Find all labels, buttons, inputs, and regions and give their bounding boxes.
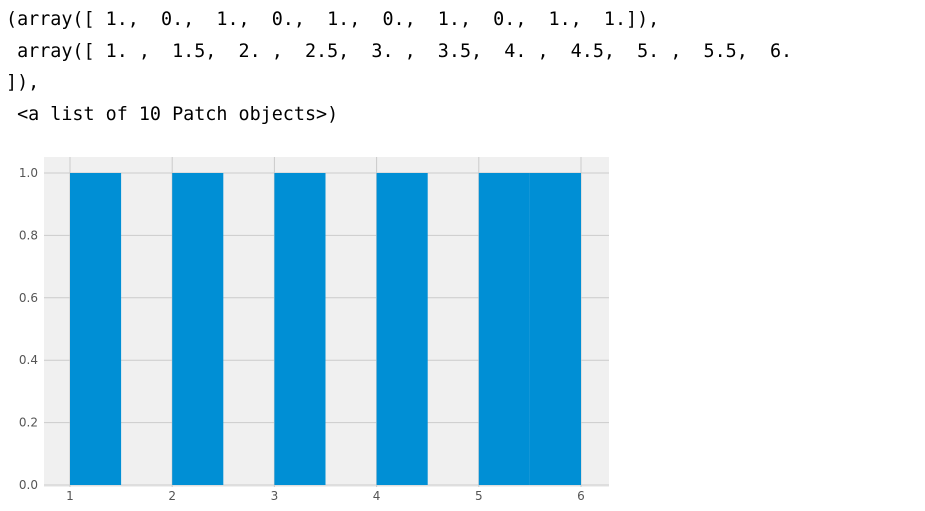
- cell-output: (array([ 1., 0., 1., 0., 1., 0., 1., 0.,…: [6, 4, 792, 130]
- output-line: (array([ 1., 0., 1., 0., 1., 0., 1., 0.,…: [6, 9, 660, 30]
- histogram-bar: [70, 173, 122, 485]
- x-tick-label: 5: [475, 489, 483, 503]
- y-tick-label: 0.0: [19, 478, 38, 492]
- x-tick-label: 4: [373, 489, 381, 503]
- x-axis-ticks: 1 2 3 4 5 6: [66, 489, 585, 503]
- y-tick-label: 0.8: [19, 228, 38, 242]
- y-tick-label: 1.0: [19, 166, 38, 180]
- histogram-bar: [172, 173, 224, 485]
- bars: [70, 173, 581, 485]
- x-tick-label: 2: [168, 489, 176, 503]
- y-tick-label: 0.2: [19, 416, 38, 430]
- histogram-chart: 0.0 0.2 0.4 0.6 0.8 1.0 1 2 3 4 5 6: [19, 157, 609, 503]
- y-tick-label: 0.4: [19, 353, 38, 367]
- output-line: ]),: [6, 72, 40, 93]
- output-line: <a list of 10 Patch objects>): [6, 103, 339, 125]
- y-axis-ticks: 0.0 0.2 0.4 0.6 0.8 1.0: [19, 166, 38, 492]
- histogram-bar: [274, 173, 326, 485]
- x-tick-label: 1: [66, 489, 74, 503]
- histogram-bar: [529, 173, 581, 485]
- histogram-bar: [376, 173, 428, 485]
- output-line: array([ 1. , 1.5, 2. , 2.5, 3. , 3.5, 4.…: [6, 40, 793, 62]
- x-tick-label: 6: [577, 489, 585, 503]
- y-tick-label: 0.6: [19, 291, 38, 305]
- histogram-bar: [478, 173, 530, 485]
- x-tick-label: 3: [271, 489, 279, 503]
